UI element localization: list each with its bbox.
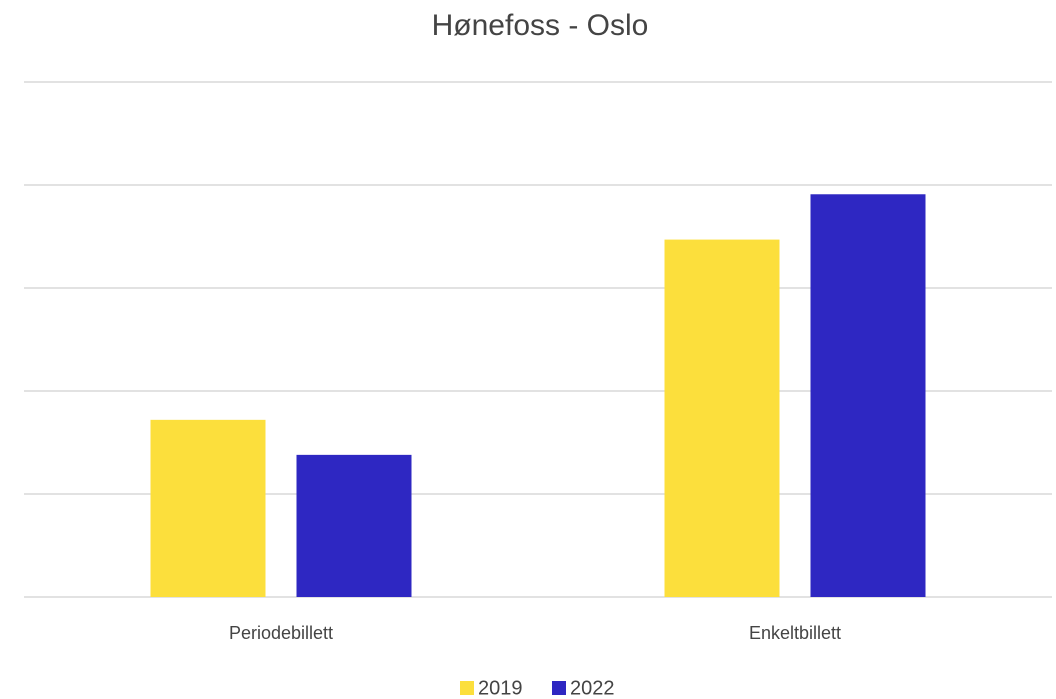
x-tick-label: Enkeltbillett: [749, 623, 841, 643]
x-tick-label: Periodebillett: [229, 623, 333, 643]
bar: [296, 454, 412, 597]
bar: [664, 239, 780, 597]
bar: [810, 194, 926, 597]
legend-label: 2019: [478, 677, 523, 699]
chart-title: Hønefoss - Oslo: [432, 9, 649, 42]
legend-label: 2022: [570, 677, 615, 699]
bar: [150, 419, 266, 597]
legend-swatch: [460, 681, 474, 695]
legend-swatch: [552, 681, 566, 695]
